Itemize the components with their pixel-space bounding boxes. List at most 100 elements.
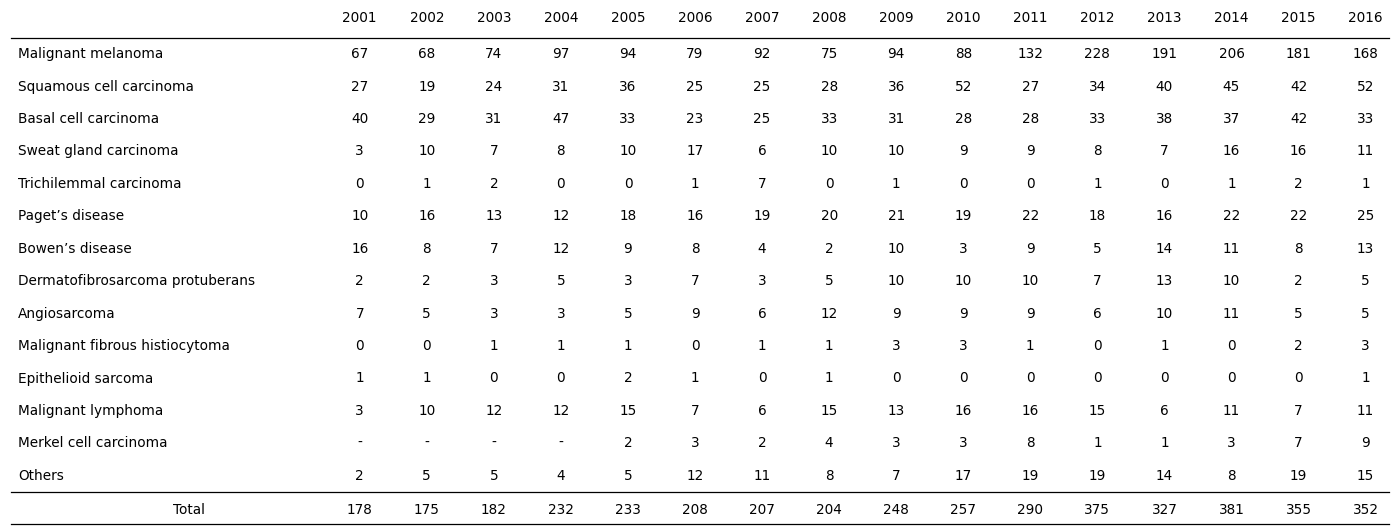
Text: Paget’s disease: Paget’s disease — [18, 210, 125, 223]
Text: 0: 0 — [1294, 372, 1303, 385]
Text: 2005: 2005 — [610, 11, 645, 25]
Text: 52: 52 — [955, 80, 972, 93]
Text: 2002: 2002 — [410, 11, 444, 25]
Text: 3: 3 — [490, 274, 498, 288]
Text: 352: 352 — [1352, 503, 1379, 517]
Text: 24: 24 — [486, 80, 503, 93]
Text: 2: 2 — [623, 436, 633, 450]
Text: 7: 7 — [1294, 436, 1303, 450]
Text: 40: 40 — [1156, 80, 1173, 93]
Text: 10: 10 — [888, 145, 904, 158]
Text: 10: 10 — [888, 242, 904, 256]
Text: 3: 3 — [757, 274, 766, 288]
Text: 5: 5 — [557, 274, 566, 288]
Text: 16: 16 — [1222, 145, 1240, 158]
Text: 175: 175 — [414, 503, 440, 517]
Text: 0: 0 — [356, 177, 364, 191]
Text: 31: 31 — [888, 112, 904, 126]
Text: 15: 15 — [1089, 404, 1106, 418]
Text: 1: 1 — [1026, 339, 1035, 353]
Text: 16: 16 — [1289, 145, 1308, 158]
Text: 6: 6 — [757, 145, 766, 158]
Text: 6: 6 — [757, 307, 766, 320]
Text: Basal cell carcinoma: Basal cell carcinoma — [18, 112, 160, 126]
Text: Sweat gland carcinoma: Sweat gland carcinoma — [18, 145, 179, 158]
Text: 22: 22 — [1022, 210, 1039, 223]
Text: 36: 36 — [888, 80, 904, 93]
Text: 79: 79 — [686, 47, 704, 61]
Text: 0: 0 — [892, 372, 900, 385]
Text: 3: 3 — [959, 339, 967, 353]
Text: 1: 1 — [1361, 177, 1371, 191]
Text: Merkel cell carcinoma: Merkel cell carcinoma — [18, 436, 168, 450]
Text: 42: 42 — [1289, 112, 1308, 126]
Text: 375: 375 — [1085, 503, 1110, 517]
Text: 47: 47 — [552, 112, 570, 126]
Text: 0: 0 — [1026, 177, 1035, 191]
Text: 2003: 2003 — [476, 11, 511, 25]
Text: Total: Total — [174, 503, 204, 517]
Text: 0: 0 — [825, 177, 833, 191]
Text: Malignant lymphoma: Malignant lymphoma — [18, 404, 164, 418]
Text: 5: 5 — [1093, 242, 1102, 256]
Text: 3: 3 — [690, 436, 700, 450]
Text: 2: 2 — [1294, 274, 1303, 288]
Text: 3: 3 — [1228, 436, 1236, 450]
Text: 3: 3 — [356, 404, 364, 418]
Text: 22: 22 — [1289, 210, 1308, 223]
Text: 191: 191 — [1151, 47, 1177, 61]
Text: 1: 1 — [423, 372, 431, 385]
Text: 16: 16 — [1022, 404, 1039, 418]
Text: 0: 0 — [959, 177, 967, 191]
Text: 40: 40 — [351, 112, 368, 126]
Text: 25: 25 — [753, 80, 771, 93]
Text: 5: 5 — [423, 307, 431, 320]
Text: 5: 5 — [423, 469, 431, 483]
Text: 290: 290 — [1018, 503, 1043, 517]
Text: 6: 6 — [1161, 404, 1169, 418]
Text: 13: 13 — [1357, 242, 1375, 256]
Text: 2: 2 — [356, 469, 364, 483]
Text: 1: 1 — [1161, 436, 1169, 450]
Text: 233: 233 — [615, 503, 641, 517]
Text: 1: 1 — [423, 177, 431, 191]
Text: 0: 0 — [1161, 177, 1169, 191]
Text: 1: 1 — [1361, 372, 1371, 385]
Text: 9: 9 — [1026, 242, 1035, 256]
Text: 13: 13 — [888, 404, 904, 418]
Text: 10: 10 — [351, 210, 368, 223]
Text: 27: 27 — [351, 80, 368, 93]
Text: 3: 3 — [356, 145, 364, 158]
Text: 1: 1 — [623, 339, 633, 353]
Text: 15: 15 — [820, 404, 837, 418]
Text: 0: 0 — [757, 372, 766, 385]
Text: 0: 0 — [690, 339, 700, 353]
Text: 94: 94 — [888, 47, 904, 61]
Text: 9: 9 — [959, 145, 967, 158]
Text: 0: 0 — [1026, 372, 1035, 385]
Text: 7: 7 — [490, 242, 498, 256]
Text: 4: 4 — [757, 242, 766, 256]
Text: -: - — [491, 436, 496, 450]
Text: 15: 15 — [619, 404, 637, 418]
Text: 6: 6 — [757, 404, 766, 418]
Text: 178: 178 — [347, 503, 372, 517]
Text: 2: 2 — [757, 436, 766, 450]
Text: 13: 13 — [486, 210, 503, 223]
Text: 9: 9 — [690, 307, 700, 320]
Text: 1: 1 — [825, 339, 833, 353]
Text: -: - — [424, 436, 430, 450]
Text: 8: 8 — [1294, 242, 1303, 256]
Text: 7: 7 — [1093, 274, 1102, 288]
Text: 3: 3 — [490, 307, 498, 320]
Text: 20: 20 — [820, 210, 837, 223]
Text: 10: 10 — [419, 404, 435, 418]
Text: 2001: 2001 — [343, 11, 377, 25]
Text: 132: 132 — [1018, 47, 1043, 61]
Text: 33: 33 — [1089, 112, 1106, 126]
Text: 74: 74 — [486, 47, 503, 61]
Text: 29: 29 — [419, 112, 435, 126]
Text: 7: 7 — [757, 177, 766, 191]
Text: 2: 2 — [490, 177, 498, 191]
Text: 7: 7 — [892, 469, 900, 483]
